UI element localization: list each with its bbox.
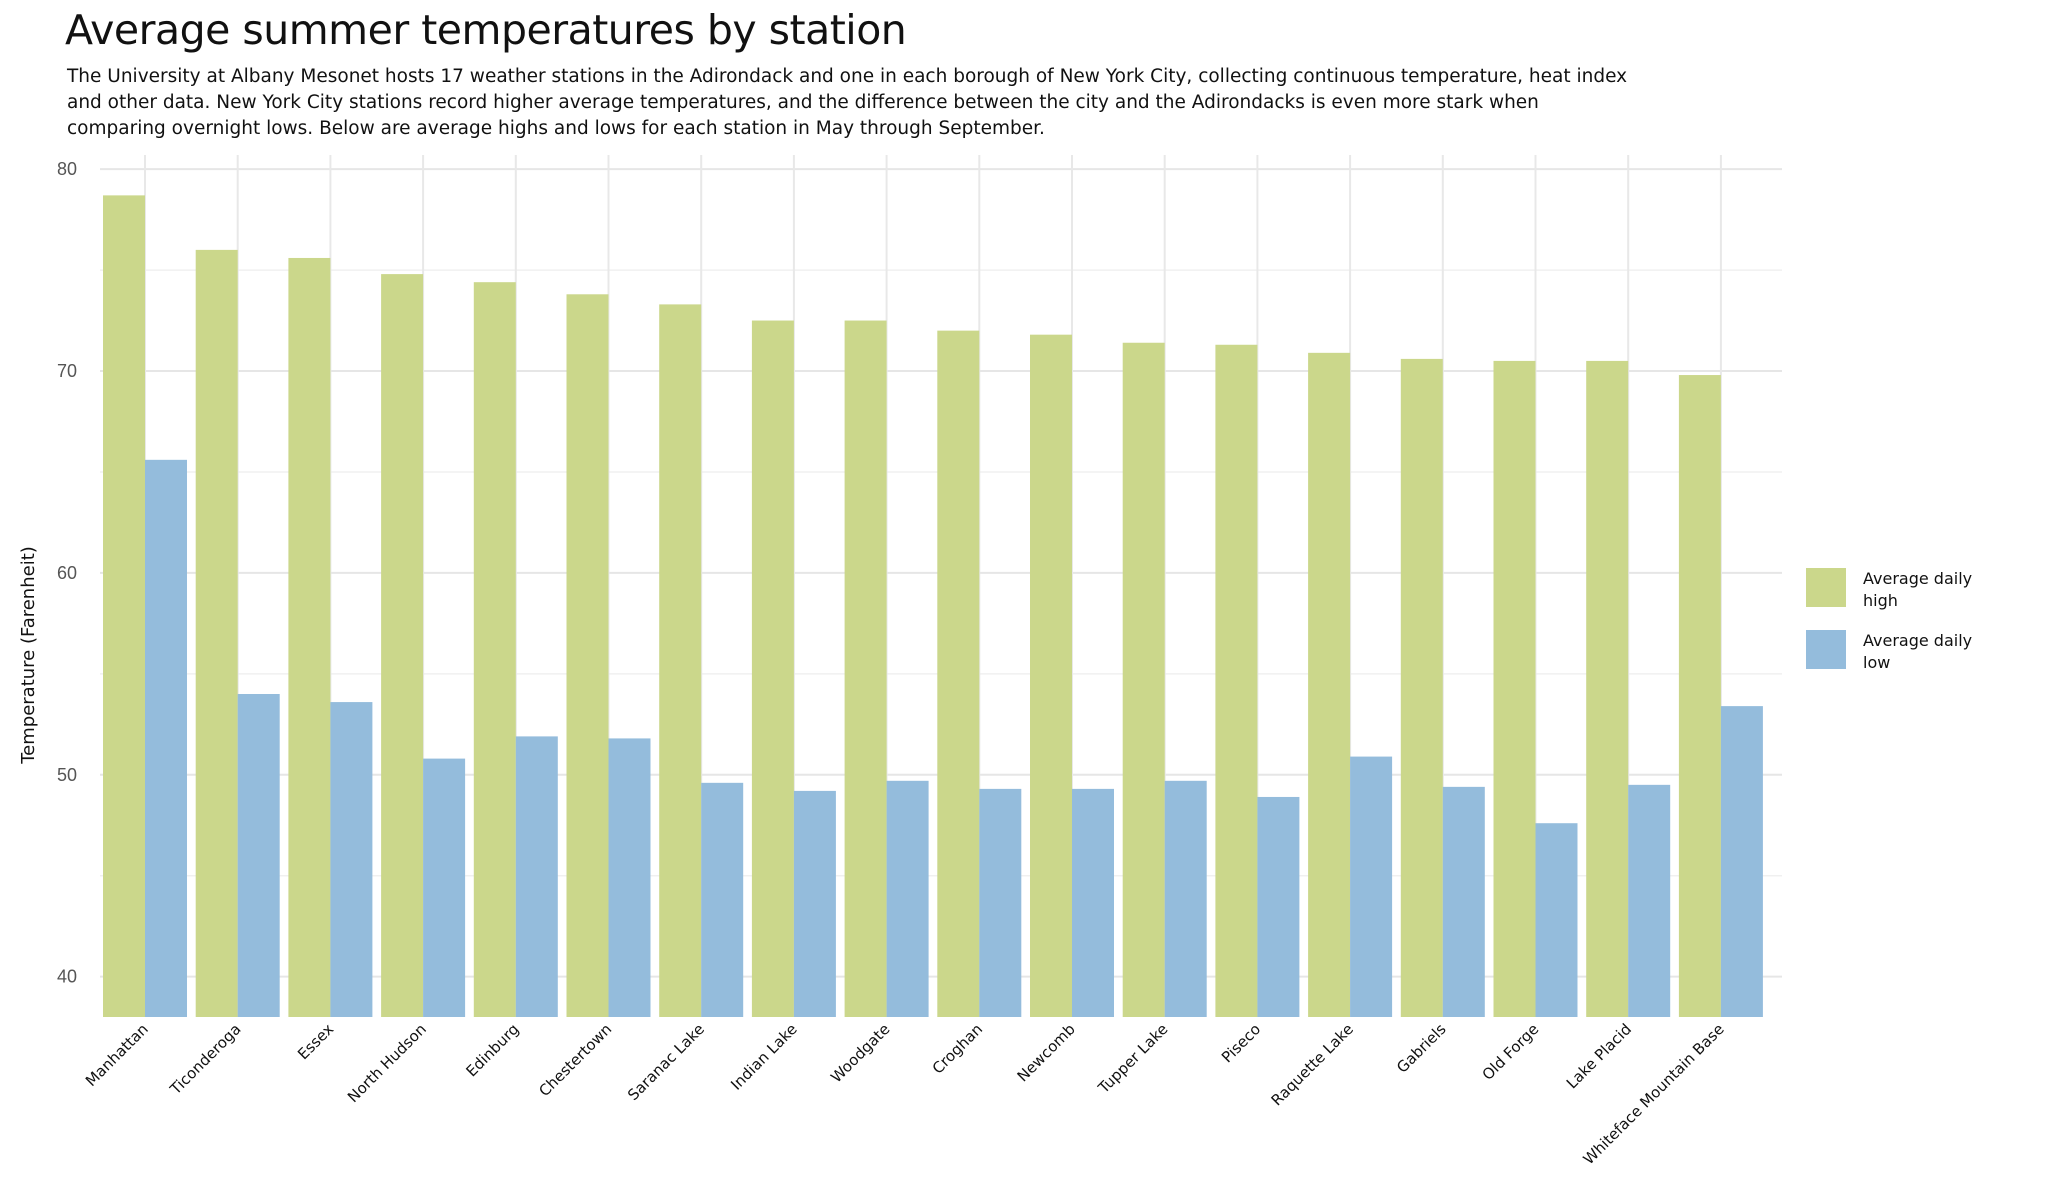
bar-low-indian-lake: [793, 790, 836, 1017]
x-tick-label: Saranac Lake: [624, 1020, 708, 1104]
legend-swatch-low: [1806, 630, 1846, 669]
bar-high-edinburg: [473, 282, 516, 1018]
x-tick-label: Essex: [294, 1020, 337, 1063]
y-tick-label: 70: [57, 361, 77, 381]
legend-label-low-line1: Average daily: [1863, 631, 1972, 650]
bar-low-whiteface-mountain-base: [1720, 706, 1763, 1017]
legend-label-high-line2: high: [1863, 591, 1898, 610]
y-tick-label: 80: [57, 159, 77, 179]
y-axis-label: Temperature (Farenheit): [18, 546, 39, 765]
bar-low-saranac-lake: [701, 782, 744, 1017]
bar-low-raquette-lake: [1350, 756, 1393, 1017]
y-axis-ticks: 40 50 60 70 80: [57, 159, 77, 986]
bar-low-woodgate: [886, 780, 929, 1017]
bar-low-ticonderoga: [237, 694, 280, 1017]
x-tick-label: Manhattan: [82, 1020, 152, 1090]
x-tick-label: Edinburg: [462, 1020, 522, 1080]
x-tick-label: Old Forge: [1479, 1020, 1543, 1084]
y-tick-label: 60: [57, 563, 77, 583]
legend: Average daily high Average daily low: [1806, 568, 1972, 672]
bar-high-lake-placid: [1586, 360, 1629, 1017]
bar-high-raquette-lake: [1308, 352, 1351, 1017]
x-tick-label: Piseco: [1218, 1020, 1264, 1066]
x-axis-ticks: Manhattan Ticonderoga Essex North Hudson Edi…: [82, 1020, 1728, 1168]
bar-low-north-hudson: [423, 758, 466, 1017]
bar-high-croghan: [937, 330, 980, 1017]
bar-low-chestertown: [608, 738, 651, 1017]
x-tick-label: Tupper Lake: [1094, 1020, 1171, 1097]
legend-swatch-high: [1806, 568, 1846, 607]
x-tick-label: Lake Placid: [1563, 1020, 1635, 1092]
x-tick-label: North Hudson: [344, 1020, 430, 1106]
bar-high-essex: [288, 257, 331, 1017]
bars: [103, 195, 1763, 1018]
bar-high-old-forge: [1493, 360, 1536, 1017]
x-tick-label: Indian Lake: [727, 1020, 801, 1094]
bar-low-edinburg: [515, 736, 558, 1017]
x-tick-label: Croghan: [929, 1020, 986, 1077]
x-tick-label: Gabriels: [1393, 1020, 1450, 1077]
bar-low-piseco: [1257, 796, 1300, 1017]
chart-title: Average summer temperatures by station: [65, 6, 907, 54]
x-tick-label: Raquette Lake: [1268, 1020, 1357, 1109]
x-tick-label: Newcomb: [1014, 1020, 1079, 1085]
bar-low-lake-placid: [1628, 784, 1671, 1017]
bar-high-north-hudson: [381, 274, 424, 1018]
bar-low-manhattan: [145, 459, 187, 1017]
bar-high-saranac-lake: [659, 304, 702, 1017]
bar-low-newcomb: [1072, 788, 1114, 1017]
legend-label-high-line1: Average daily: [1863, 569, 1972, 588]
x-tick-label: Chestertown: [535, 1020, 615, 1100]
bar-low-tupper-lake: [1164, 780, 1207, 1017]
x-tick-label: Ticonderoga: [166, 1020, 245, 1099]
bar-high-indian-lake: [751, 320, 794, 1018]
bar-low-essex: [330, 702, 373, 1017]
bar-high-gabriels: [1400, 358, 1443, 1017]
bar-high-chestertown: [566, 294, 609, 1018]
legend-label-low-line2: low: [1863, 653, 1890, 672]
bar-low-gabriels: [1442, 786, 1485, 1017]
bar-low-old-forge: [1535, 823, 1578, 1017]
bar-high-tupper-lake: [1122, 342, 1165, 1017]
y-tick-label: 50: [57, 765, 77, 785]
bar-high-ticonderoga: [195, 249, 238, 1018]
bar-low-croghan: [979, 788, 1022, 1017]
chart-subtitle: The University at Albany Mesonet hosts 1…: [67, 66, 1628, 139]
bar-high-piseco: [1215, 344, 1258, 1018]
y-tick-label: 40: [57, 967, 77, 987]
bar-high-newcomb: [1030, 334, 1072, 1017]
bar-high-manhattan: [103, 195, 145, 1018]
x-tick-label: Woodgate: [827, 1020, 893, 1086]
bar-high-woodgate: [844, 320, 887, 1018]
bar-high-whiteface-mountain-base: [1678, 375, 1721, 1018]
